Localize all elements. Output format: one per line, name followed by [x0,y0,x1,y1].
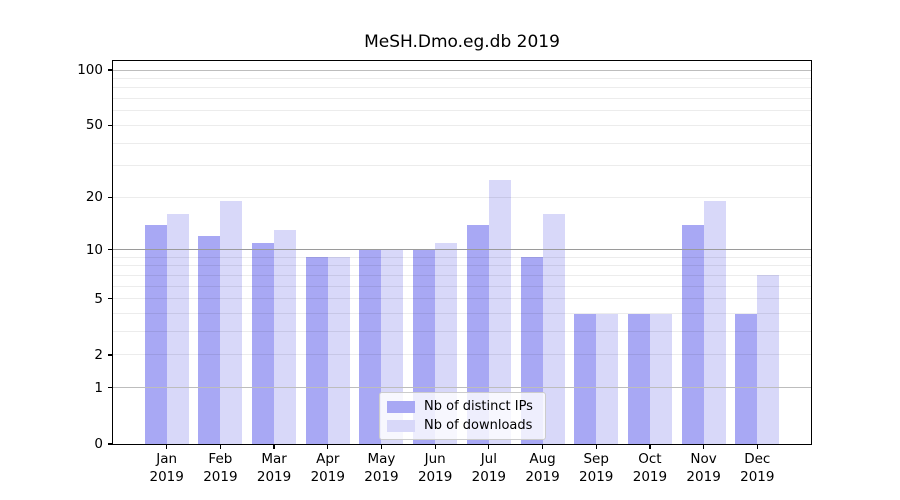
bar-dec-downloads [757,275,780,444]
y-tick-label-20: 20 [85,189,103,206]
y-tick-mark [108,196,113,198]
bar-oct-distinct-ips [627,313,650,444]
gridline-y-70 [113,98,811,100]
gridline-y-10 [113,249,811,251]
x-tick-label-mar: Mar 2019 [256,451,292,485]
x-tick-label-jan: Jan 2019 [149,451,184,485]
bar-nov-downloads [703,201,726,444]
gridline-y-5 [113,298,811,300]
legend-label-downloads: Nb of downloads [424,418,533,433]
bar-aug-downloads [542,214,565,444]
y-tick-label-2: 2 [94,346,103,363]
gridline-y-30 [113,165,811,167]
bar-nov-distinct-ips [681,224,704,444]
x-tick-label-apr: Apr 2019 [310,451,345,485]
x-tick-label-jun: Jun 2019 [417,451,453,485]
y-tick-label-100: 100 [77,62,103,78]
bar-apr-downloads [327,257,350,444]
gridline-y-1 [113,387,811,389]
y-tick-label-10: 10 [85,241,103,258]
x-tick-mark [327,444,329,449]
x-tick-label-nov: Nov 2019 [686,451,721,485]
gridline-y-90 [113,77,811,79]
x-tick-mark [702,444,705,449]
x-tick-mark [166,444,168,449]
chart-title: MeSH.Dmo.eg.db 2019 [364,32,560,52]
gridline-y-7 [113,274,811,276]
x-tick-mark [273,444,275,449]
bar-mar-downloads [274,230,297,444]
x-tick-label-may: May 2019 [364,451,399,485]
gridline-y-8 [113,265,811,267]
x-tick-mark [488,444,490,449]
bar-apr-distinct-ips [305,257,328,444]
x-tick-label-aug: Aug 2019 [525,451,560,485]
bar-jan-downloads [166,214,189,444]
legend: Nb of distinct IPs Nb of downloads [379,392,546,440]
x-tick-label-oct: Oct 2019 [632,451,668,485]
bar-may-distinct-ips [359,249,382,444]
gridline-y-2 [113,354,811,356]
bar-jan-distinct-ips [144,224,167,444]
gridline-y-60 [113,110,811,112]
y-tick-mark [108,124,113,127]
gridline-y-80 [113,87,811,89]
x-tick-mark [541,444,544,449]
y-tick-label-50: 50 [85,117,103,134]
y-tick-mark [108,69,113,71]
bar-feb-downloads [220,201,243,444]
y-tick-label-0: 0 [94,436,103,452]
y-tick-label-1: 1 [94,379,103,396]
gridline-y-100 [113,69,811,71]
gridline-y-40 [113,142,811,144]
bar-mar-distinct-ips [252,242,275,444]
x-tick-mark [595,444,597,449]
legend-row-distinct-ips: Nb of distinct IPs [387,399,533,414]
downloads-swatch-icon [387,419,415,432]
x-tick-label-dec: Dec 2019 [740,451,775,485]
x-tick-mark [219,444,222,449]
y-tick-mark [108,443,113,445]
legend-label-distinct-ips: Nb of distinct IPs [424,399,533,414]
x-tick-mark [649,444,651,449]
x-tick-label-feb: Feb 2019 [203,451,238,485]
bar-feb-distinct-ips [198,236,221,444]
y-tick-mark [108,249,113,251]
bar-sep-distinct-ips [574,313,597,444]
gridline-y-50 [113,124,811,126]
y-tick-mark [108,354,113,356]
x-tick-mark [380,444,383,449]
x-tick-label-sep: Sep 2019 [579,451,614,485]
bar-jul-downloads [488,179,511,444]
bar-sep-downloads [596,313,619,444]
distinct-ips-swatch-icon [387,400,415,413]
x-tick-label-jul: Jul 2019 [471,451,507,485]
gridline-y-4 [113,313,811,315]
gridline-y-9 [113,256,811,258]
x-tick-mark [756,444,758,449]
gridline-y-3 [113,331,811,333]
y-tick-mark [108,298,113,300]
bar-jul-distinct-ips [466,224,489,444]
y-tick-label-5: 5 [94,290,103,307]
bar-oct-downloads [649,313,672,444]
x-tick-mark [434,444,436,449]
legend-row-downloads: Nb of downloads [387,418,533,433]
y-tick-mark [108,387,113,389]
gridline-y-6 [113,285,811,287]
gridline-y-20 [113,196,811,198]
bar-dec-distinct-ips [735,313,758,444]
